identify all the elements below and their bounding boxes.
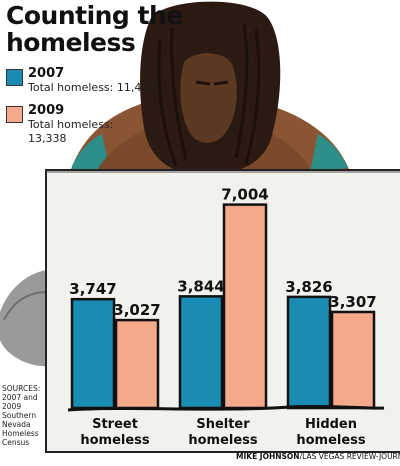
baseline <box>67 404 385 412</box>
legend-item-2009: 2009 Total homeless: 13,338 <box>6 103 156 146</box>
value-label-2009-hidden: 3,307 <box>329 293 376 311</box>
bar-2007-hidden <box>286 295 332 410</box>
credit-outlet: /LAS VEGAS REVIEW-JOURNAL <box>299 452 400 461</box>
category-label-shelter: homeless <box>188 433 258 448</box>
legend-year-2009: 2009 <box>28 103 65 118</box>
sources-line: Nevada <box>2 420 31 429</box>
homeless-figure-illustration <box>0 1 350 367</box>
sources-line: Census <box>2 438 30 447</box>
value-label-2009-street: 3,027 <box>113 301 160 319</box>
legend-item-2007: 2007 Total homeless: 11,417 <box>6 66 156 95</box>
credit-author: MIKE JOHNSON <box>236 452 300 461</box>
bar-2009-street <box>114 318 160 410</box>
chart-title: Counting the homeless <box>6 1 183 57</box>
bar-2007-street <box>70 297 116 410</box>
category-label-hidden: homeless <box>296 433 366 448</box>
sources-line: Southern <box>2 411 37 420</box>
sources-line: 2007 and <box>2 393 38 402</box>
category-label-hidden: Hidden <box>305 417 357 432</box>
category-label-street: Street <box>92 417 138 432</box>
legend-swatch-2009 <box>6 106 23 123</box>
category-label-shelter: Shelter <box>196 417 250 432</box>
legend-year-2007: 2007 <box>28 66 65 81</box>
legend-total-2007: Total homeless: 11,417 <box>28 81 156 94</box>
value-label-2007-shelter: 3,844 <box>177 277 224 295</box>
legend: 2007 Total homeless: 11,417 2009 Total h… <box>6 66 156 154</box>
value-label-2009-shelter: 7,004 <box>221 186 268 204</box>
value-label-2007-hidden: 3,826 <box>285 278 332 296</box>
photo-credit: MIKE JOHNSON/LAS VEGAS REVIEW-JOURNAL <box>236 452 400 461</box>
value-label-2007-street: 3,747 <box>69 280 116 298</box>
sources-note: SOURCES: 2007 and 2009 Southern Nevada H… <box>2 384 46 447</box>
sources-label: SOURCES: <box>2 384 41 393</box>
bar-2007-shelter <box>178 295 224 410</box>
bar-2009-shelter <box>222 203 268 410</box>
sources-line: 2009 <box>2 402 22 411</box>
legend-total-2009: Total homeless: 13,338 <box>28 118 114 145</box>
bar-2009-hidden <box>330 310 376 410</box>
category-label-street: homeless <box>80 433 150 448</box>
legend-swatch-2007 <box>6 69 23 86</box>
sources-line: Homeless <box>2 429 39 438</box>
